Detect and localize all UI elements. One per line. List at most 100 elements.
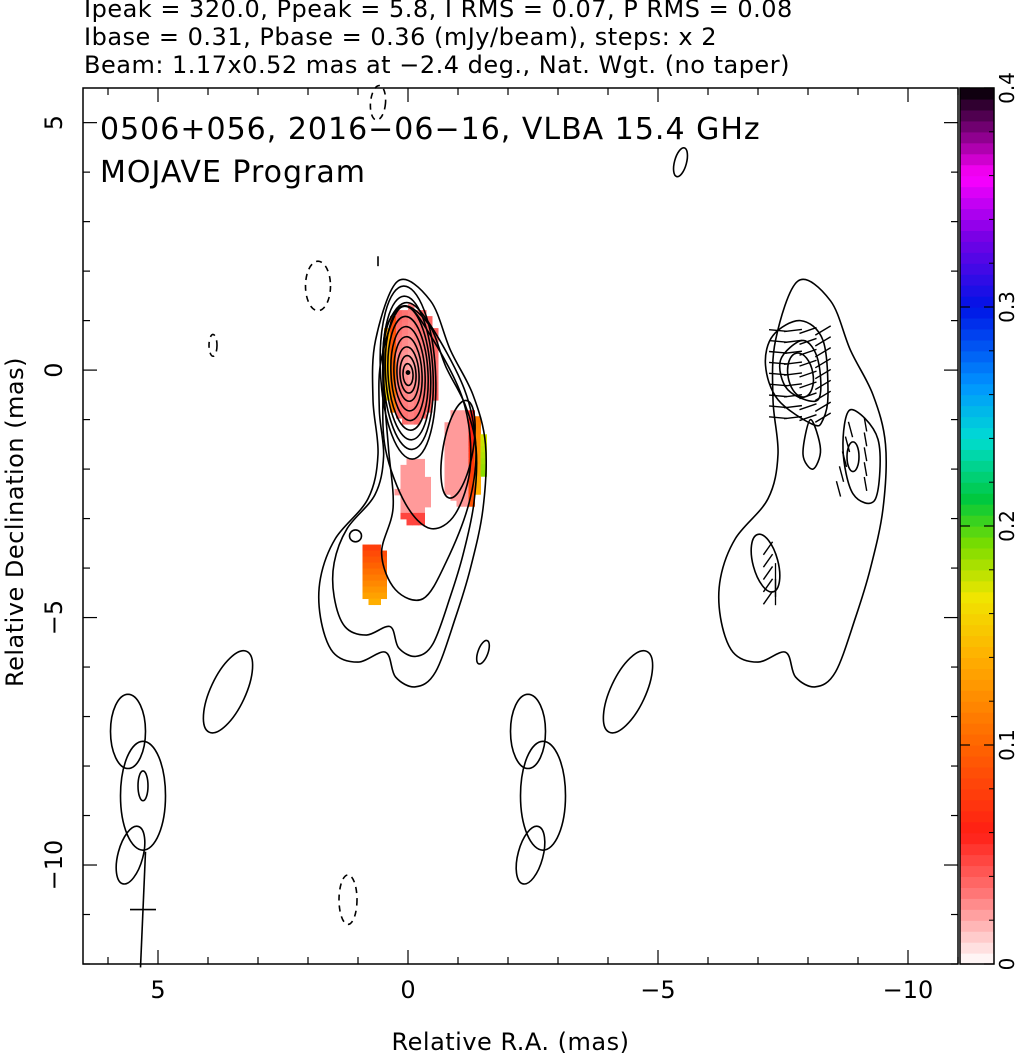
pol-pixel (384, 328, 391, 335)
pol-pixel (414, 310, 421, 317)
pol-pixel (474, 422, 481, 429)
colorbar-swatch (960, 712, 994, 724)
evpa-tick (762, 541, 774, 556)
x-tick-label: −5 (640, 976, 675, 1004)
pol-pixel (432, 346, 439, 353)
pol-pixel (462, 470, 469, 477)
contour-east-knot (440, 399, 476, 499)
pcontour-blob-sw2 (519, 740, 567, 851)
pol-pixel (390, 400, 397, 407)
evpa-tick (762, 590, 774, 605)
pol-pixel (368, 580, 375, 588)
pol-pixel (462, 482, 469, 489)
pol-pixel (402, 364, 409, 371)
pol-patch-lower-jet (362, 544, 387, 606)
pol-pixel (468, 500, 475, 507)
pol-pixel (400, 464, 407, 472)
pol-pixel (402, 394, 409, 401)
pol-pixel (468, 416, 475, 423)
pol-pixel (474, 440, 481, 447)
pol-pixel (424, 476, 431, 484)
pol-pixel (426, 364, 433, 371)
pol-pixel (400, 494, 407, 502)
evpa-tick (768, 329, 788, 332)
colorbar-swatch (960, 755, 994, 768)
header-line-beam: Beam: 1.17x0.52 mas at −2.4 deg., Nat. W… (84, 51, 790, 79)
colorbar-swatch (960, 558, 994, 571)
plot-subtitle: MOJAVE Program (100, 155, 367, 190)
pol-pixel (456, 470, 463, 477)
colorbar-tick-label: 0.3 (995, 291, 1019, 323)
colorbar-swatch (960, 328, 994, 341)
pol-pixel (362, 556, 369, 564)
pol-pixel (420, 382, 427, 389)
colorbar-swatch (960, 734, 994, 746)
evpa-tick (762, 566, 774, 580)
pol-pixel (390, 322, 397, 329)
pol-pixel (406, 494, 413, 502)
pol-pixel (462, 464, 469, 471)
pol-pixel (456, 500, 463, 507)
pol-pixel (414, 364, 421, 371)
colorbar-swatch (960, 799, 994, 812)
colorbar-swatch (960, 635, 994, 648)
pol-pixel (402, 370, 409, 377)
pol-pixel (474, 464, 481, 471)
pol-pixel (368, 586, 375, 594)
pol-pixel (412, 512, 419, 520)
colorbar-swatch (960, 120, 994, 133)
colorbar-swatch (960, 153, 994, 166)
header-line-base-levels: Ibase = 0.31, Pbase = 0.36 (mJy/beam), s… (84, 23, 718, 51)
pol-pixel (426, 382, 433, 389)
pol-pixel (408, 334, 415, 341)
evpa-tick (863, 417, 868, 432)
colorbar-swatch (960, 175, 994, 188)
pol-pixel (374, 574, 381, 582)
pol-pixel (380, 580, 387, 588)
pol-pixel (406, 488, 413, 496)
evpa-tick (814, 401, 832, 412)
pol-pixel (374, 598, 381, 606)
colorbar-swatch (960, 613, 994, 626)
evpa-tick (783, 372, 803, 376)
colorbar-swatch (960, 460, 994, 472)
pol-pixel (480, 470, 487, 477)
pol-pixel (368, 592, 375, 600)
colorbar-swatch (960, 438, 994, 450)
pol-pixel (414, 382, 421, 389)
pcontour-pol-east-inner (846, 441, 860, 473)
pol-pixel (450, 488, 457, 495)
pol-pixel (380, 568, 387, 576)
contour-blob-se1 (202, 649, 254, 734)
pol-pixel (408, 340, 415, 347)
pol-pixel (418, 476, 425, 484)
evpa-tick (844, 436, 851, 453)
pol-pixel (450, 458, 457, 465)
pol-pixel (412, 458, 419, 466)
pol-pixel (400, 488, 407, 496)
colorbar-swatch (960, 515, 994, 527)
pol-pixel (406, 470, 413, 478)
colorbar-swatch (960, 372, 994, 385)
contour-blob-sw2 (119, 740, 167, 851)
pol-pixel (406, 482, 413, 490)
pol-pixel (474, 470, 481, 477)
colorbar-swatch (960, 361, 994, 374)
pol-pixel (414, 328, 421, 335)
pcontour-jet-outer (717, 278, 887, 688)
colorbar-swatch (960, 536, 994, 549)
colorbar-swatch (960, 482, 994, 494)
colorbar-swatch (960, 701, 994, 713)
pol-pixel (390, 406, 397, 413)
pol-pixel (444, 488, 451, 495)
pol-pixel (456, 446, 463, 453)
pol-pixel (474, 488, 481, 495)
pol-pixel (390, 376, 397, 383)
contour-core-ring (399, 354, 417, 394)
colorbar-swatch (960, 865, 994, 877)
pol-pixel (362, 580, 369, 588)
pol-pixel (374, 544, 381, 552)
evpa-tick (863, 476, 868, 491)
pol-pixel (450, 464, 457, 471)
evpa-tick (799, 381, 817, 389)
